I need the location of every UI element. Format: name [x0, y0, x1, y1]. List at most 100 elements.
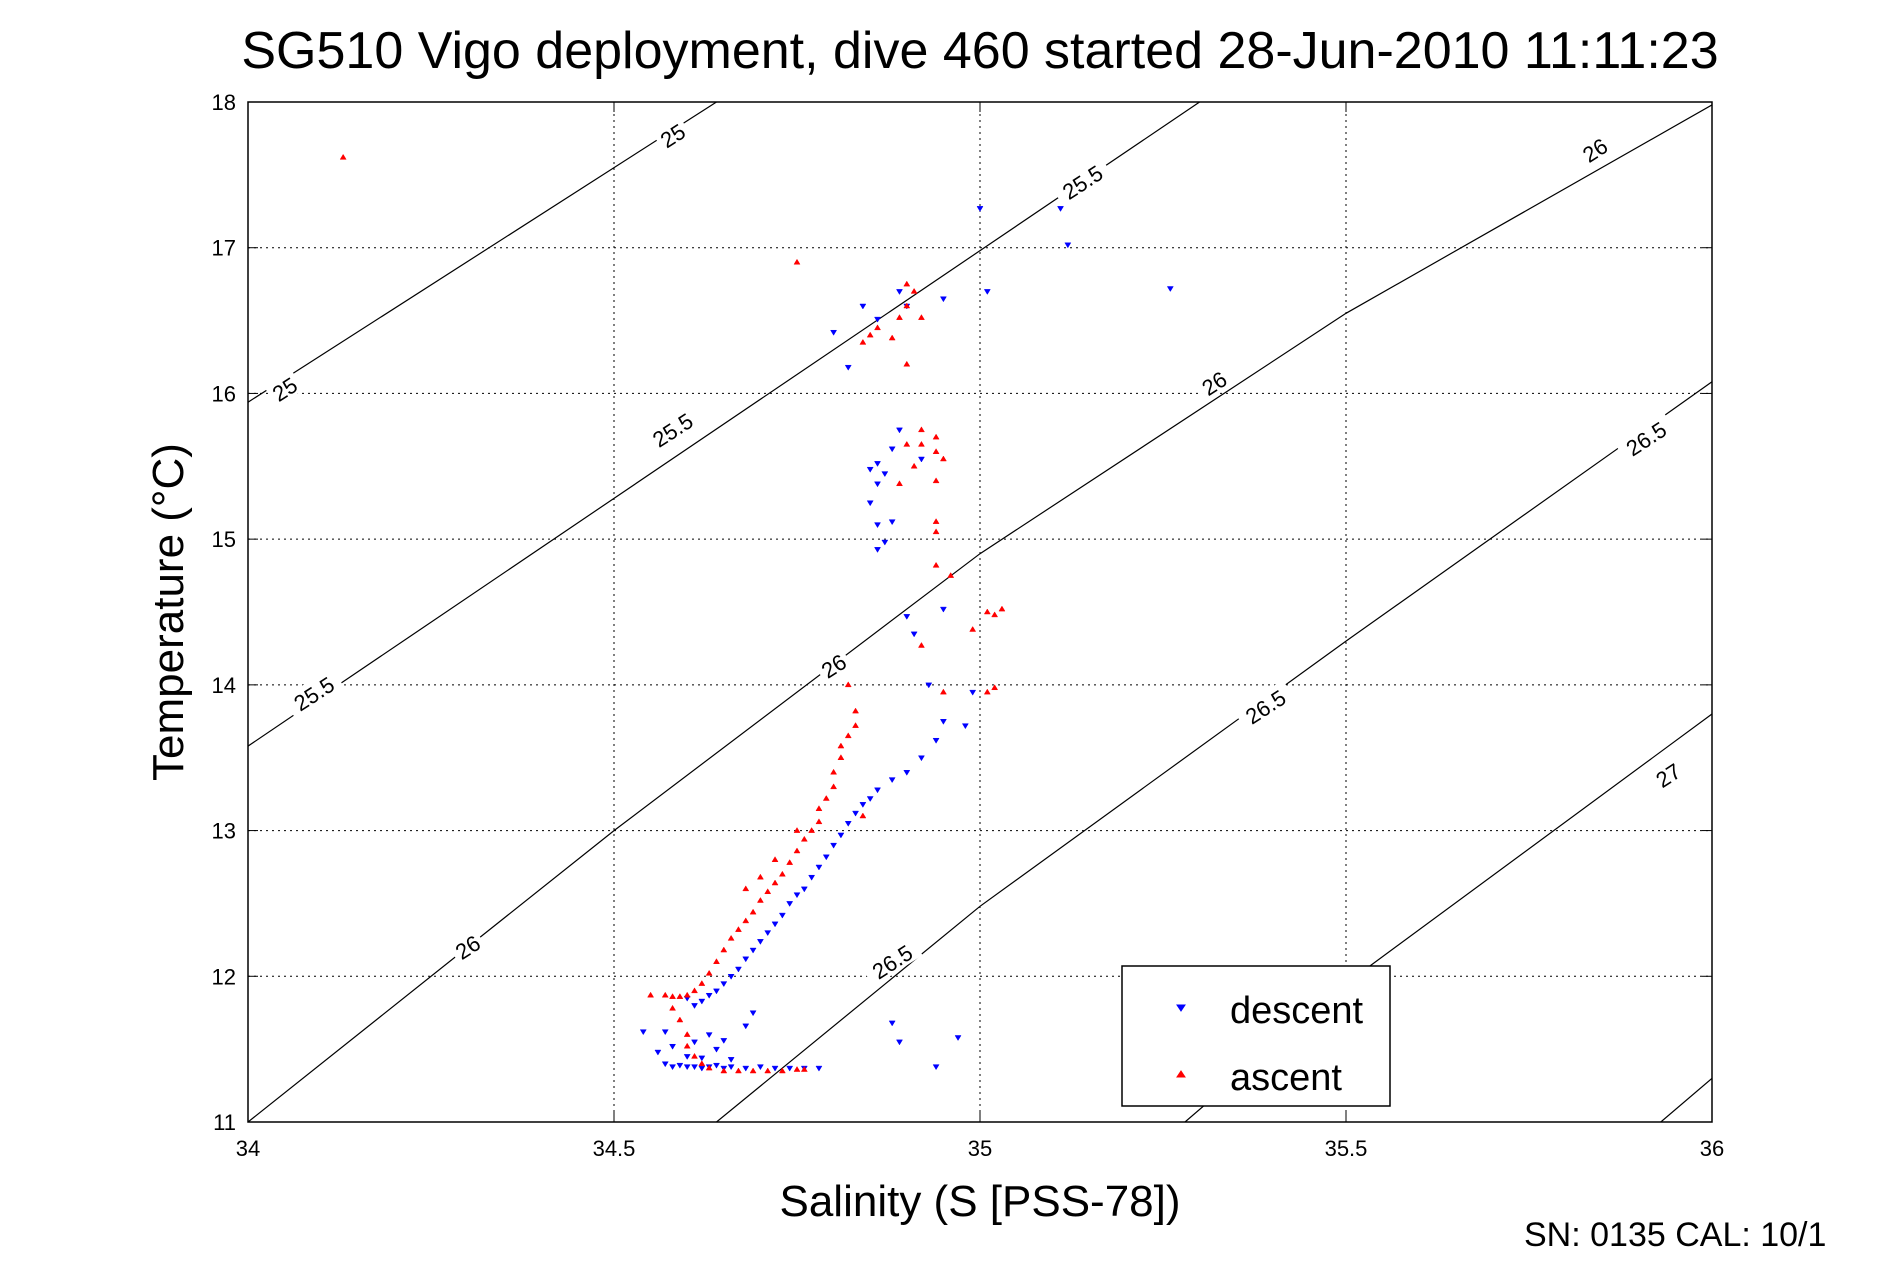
ascent-point	[903, 280, 911, 287]
ascent-point	[720, 1067, 728, 1074]
contour-label: 26.5	[1614, 411, 1677, 464]
ascent-point	[749, 908, 757, 915]
descent-point	[866, 500, 874, 507]
contour-label-text: 26	[1578, 133, 1612, 167]
descent-point	[881, 539, 889, 546]
descent-point	[896, 1039, 903, 1046]
ascent-point	[998, 605, 1006, 612]
ascent-point	[815, 805, 823, 811]
descent-point	[1057, 206, 1064, 212]
descent-point	[705, 992, 713, 999]
descent-point	[771, 1065, 779, 1072]
contour-label-background	[1051, 155, 1113, 208]
descent-point	[691, 1039, 698, 1046]
descent-point	[874, 316, 881, 323]
ascent-point	[844, 681, 852, 688]
ascent-point	[764, 888, 772, 895]
ascent-point	[932, 448, 940, 454]
ascent-point	[837, 742, 845, 749]
ascent-point	[778, 870, 786, 877]
ascent-point	[939, 455, 947, 462]
descent-point	[815, 864, 823, 871]
descent-point	[720, 1038, 728, 1044]
ascent-point	[793, 847, 801, 854]
descent-point	[830, 842, 838, 849]
descent-point	[756, 1064, 764, 1071]
ascent-point	[917, 642, 925, 648]
ascent-point	[713, 958, 720, 964]
descent-point	[896, 427, 903, 434]
ascent-point	[991, 611, 999, 618]
descent-point	[888, 519, 896, 526]
descent-point	[676, 1062, 684, 1069]
ascent-point	[852, 707, 860, 714]
descent-point	[742, 1023, 750, 1030]
ascent-point	[734, 1067, 742, 1074]
descent-point	[793, 892, 801, 899]
contour-label-background	[264, 369, 305, 408]
ascent-point	[676, 1016, 684, 1023]
descent-point	[932, 1064, 940, 1071]
ascent-point	[647, 991, 655, 998]
contour-label: 25.5	[1051, 155, 1113, 208]
ascent-point	[932, 518, 940, 524]
descent-point	[866, 466, 874, 473]
descent-point	[874, 787, 881, 794]
contour-label-background	[652, 115, 693, 154]
y-tick-label: 15	[212, 527, 236, 552]
descent-point	[786, 1065, 794, 1072]
contour-label: 25.5	[641, 403, 703, 455]
ascent-point	[764, 1067, 772, 1074]
ascent-point	[910, 462, 918, 469]
ascent-point	[888, 334, 896, 341]
ascent-point	[983, 688, 991, 695]
ascent-point	[683, 991, 691, 998]
contour-label: 26	[813, 646, 854, 684]
descent-point	[683, 1064, 691, 1071]
density-contour-line	[716, 381, 1712, 1122]
y-tick-label: 12	[212, 964, 236, 989]
descent-point	[727, 974, 735, 980]
ascent-point	[932, 528, 940, 535]
contour-label-background	[1234, 680, 1296, 732]
ascent-point	[793, 827, 801, 833]
density-contour-line	[248, 102, 1200, 747]
grid-lines	[248, 102, 1712, 1122]
footer-calibration: SN: 0135 CAL: 10/1	[1524, 1216, 1826, 1254]
descent-point	[859, 303, 867, 310]
ascent-point	[917, 314, 925, 320]
contour-label-text: 25	[268, 372, 302, 406]
ascent-point	[903, 360, 911, 367]
descent-point	[969, 689, 977, 696]
descent-point	[727, 1064, 735, 1071]
x-tick-label: 34	[236, 1136, 260, 1161]
ascent-point	[800, 835, 808, 842]
ascent-point	[830, 783, 838, 790]
ascent-point	[749, 1067, 757, 1074]
descent-point	[896, 289, 903, 295]
contour-label: 27	[1647, 755, 1688, 794]
density-contour-labels: 25 25 25.5 25.5 25.5 26 26 26 26 26.5 26.5 26.5 27	[264, 115, 1688, 987]
y-tick-label: 14	[212, 673, 236, 698]
descent-point	[698, 998, 706, 1005]
ascent-point	[896, 480, 903, 487]
ascent-point	[815, 818, 823, 825]
contour-label-background	[1193, 363, 1234, 402]
descent-point	[888, 777, 896, 784]
ascent-point	[874, 324, 881, 331]
ascent-point	[720, 946, 728, 953]
descent-point	[691, 1064, 698, 1071]
descent-point	[932, 737, 940, 744]
descent-point	[844, 821, 852, 827]
descent-point	[669, 1043, 677, 1050]
descent-point	[756, 939, 764, 945]
ascent-point	[698, 1060, 706, 1066]
ascent-point	[683, 1031, 691, 1037]
ascent-point	[800, 1066, 808, 1072]
contour-label-text: 27	[1651, 758, 1685, 792]
descent-point	[786, 901, 794, 907]
contour-label-background	[282, 666, 345, 719]
ascent-point	[734, 926, 742, 932]
descent-point	[764, 930, 772, 937]
